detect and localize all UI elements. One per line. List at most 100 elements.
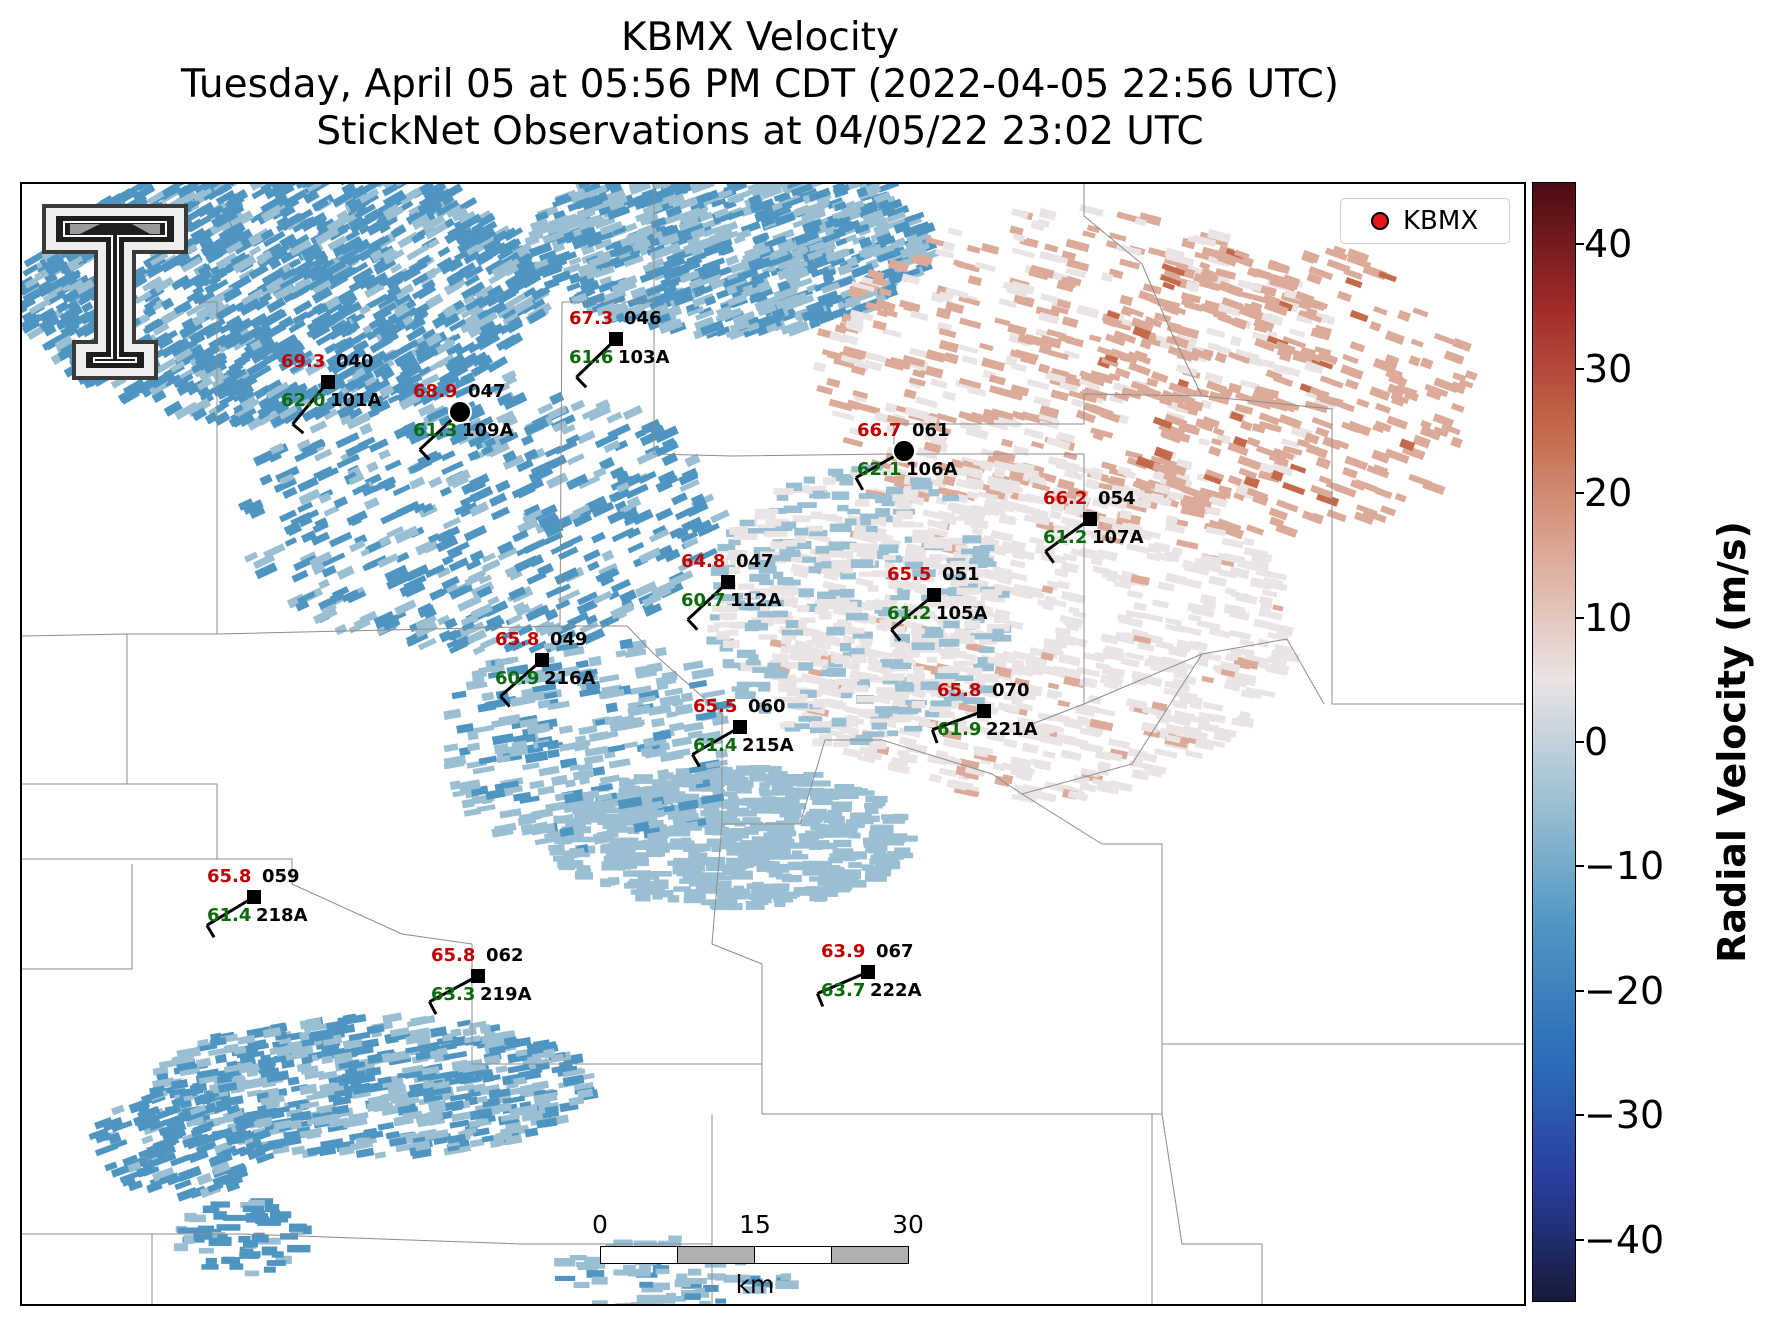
velocity-gate [802,860,819,867]
velocity-gate [353,261,369,274]
velocity-gate [205,325,224,340]
velocity-gate [313,250,329,265]
velocity-gate [1253,618,1272,630]
velocity-gate [267,379,284,393]
velocity-gate [288,320,306,334]
velocity-gate [1201,675,1215,684]
velocity-gate [819,733,833,742]
velocity-gate [314,199,330,212]
velocity-gate [655,507,674,522]
velocity-gate [99,195,114,207]
velocity-gate [482,237,502,253]
velocity-gate [876,687,896,694]
velocity-gate [892,494,915,502]
velocity-gate [794,527,809,536]
velocity-gate [288,266,313,284]
velocity-gate [848,832,861,839]
velocity-gate [859,513,879,519]
velocity-gate [211,184,223,188]
velocity-gate [42,290,58,303]
velocity-gate [225,240,244,255]
velocity-gate [1311,416,1334,430]
velocity-gate [436,353,455,369]
velocity-gate [227,319,244,334]
velocity-gate [767,853,791,860]
velocity-gate [591,531,606,544]
velocity-gate [383,184,408,196]
map-panel[interactable]: 69.3 040 62.0 101A 68.9 047 61.3 109A 67.3 046 61.… [20,182,1526,1306]
velocity-gate [1136,642,1155,652]
velocity-gate [874,706,899,714]
velocity-gate [695,859,719,866]
velocity-gate [1450,402,1465,413]
velocity-gate [881,500,895,507]
velocity-gate [279,233,297,248]
velocity-gate [781,629,804,636]
velocity-gate [324,342,338,355]
velocity-gate [1207,342,1221,352]
velocity-gate [1176,539,1199,550]
velocity-gate [786,662,800,669]
velocity-gate [1272,604,1284,612]
velocity-gate [705,878,718,884]
velocity-gate [1141,612,1164,623]
velocity-gate [1096,346,1113,357]
velocity-gate [1165,572,1187,586]
velocity-gate [1037,363,1050,374]
velocity-gate [826,626,845,636]
velocity-gate [1187,614,1202,623]
velocity-gate [173,300,192,315]
velocity-gate [363,497,380,511]
velocity-gate [229,376,253,394]
velocity-gate [941,652,954,660]
velocity-gate [146,276,164,291]
velocity-gate [876,508,891,517]
velocity-gate [1262,359,1275,369]
velocity-gate [794,723,810,730]
velocity-gate [406,328,422,342]
velocity-gate [459,352,478,367]
velocity-gate [170,274,191,291]
velocity-gate [169,360,186,374]
velocity-gate [335,336,355,353]
velocity-gate [1065,238,1090,253]
velocity-gate [204,411,219,425]
velocity-gate [135,184,154,192]
velocity-gate [599,275,613,287]
velocity-gate [773,488,794,495]
velocity-gate [794,536,806,543]
velocity-gate [387,284,402,299]
velocity-gate [315,331,337,347]
velocity-gate [416,346,439,365]
velocity-gate [474,228,497,246]
velocity-gate [266,297,286,314]
title-radar: KBMX Velocity [620,15,900,60]
velocity-gate [1354,479,1378,493]
velocity-gate [354,201,367,214]
velocity-gate [729,527,748,535]
velocity-gate [831,491,850,500]
velocity-gate [273,283,296,301]
velocity-gate [843,627,865,634]
velocity-gate [1119,294,1134,307]
velocity-gate [1044,243,1059,253]
velocity-gate [463,265,484,281]
velocity-gate [957,515,968,521]
velocity-gate [1464,370,1478,381]
velocity-gate [877,184,900,193]
velocity-gate [54,334,74,351]
velocity-gate [822,477,836,485]
velocity-gate [638,470,657,484]
velocity-gate [331,190,354,208]
velocity-gate [243,551,259,563]
velocity-gate [460,302,484,319]
velocity-gate [446,359,466,375]
velocity-gate [181,317,195,329]
velocity-gate [435,188,455,204]
velocity-gate [501,285,520,301]
velocity-gate [1034,759,1052,771]
velocity-gate [780,645,792,653]
velocity-gate [459,316,483,334]
velocity-gate [233,238,254,255]
